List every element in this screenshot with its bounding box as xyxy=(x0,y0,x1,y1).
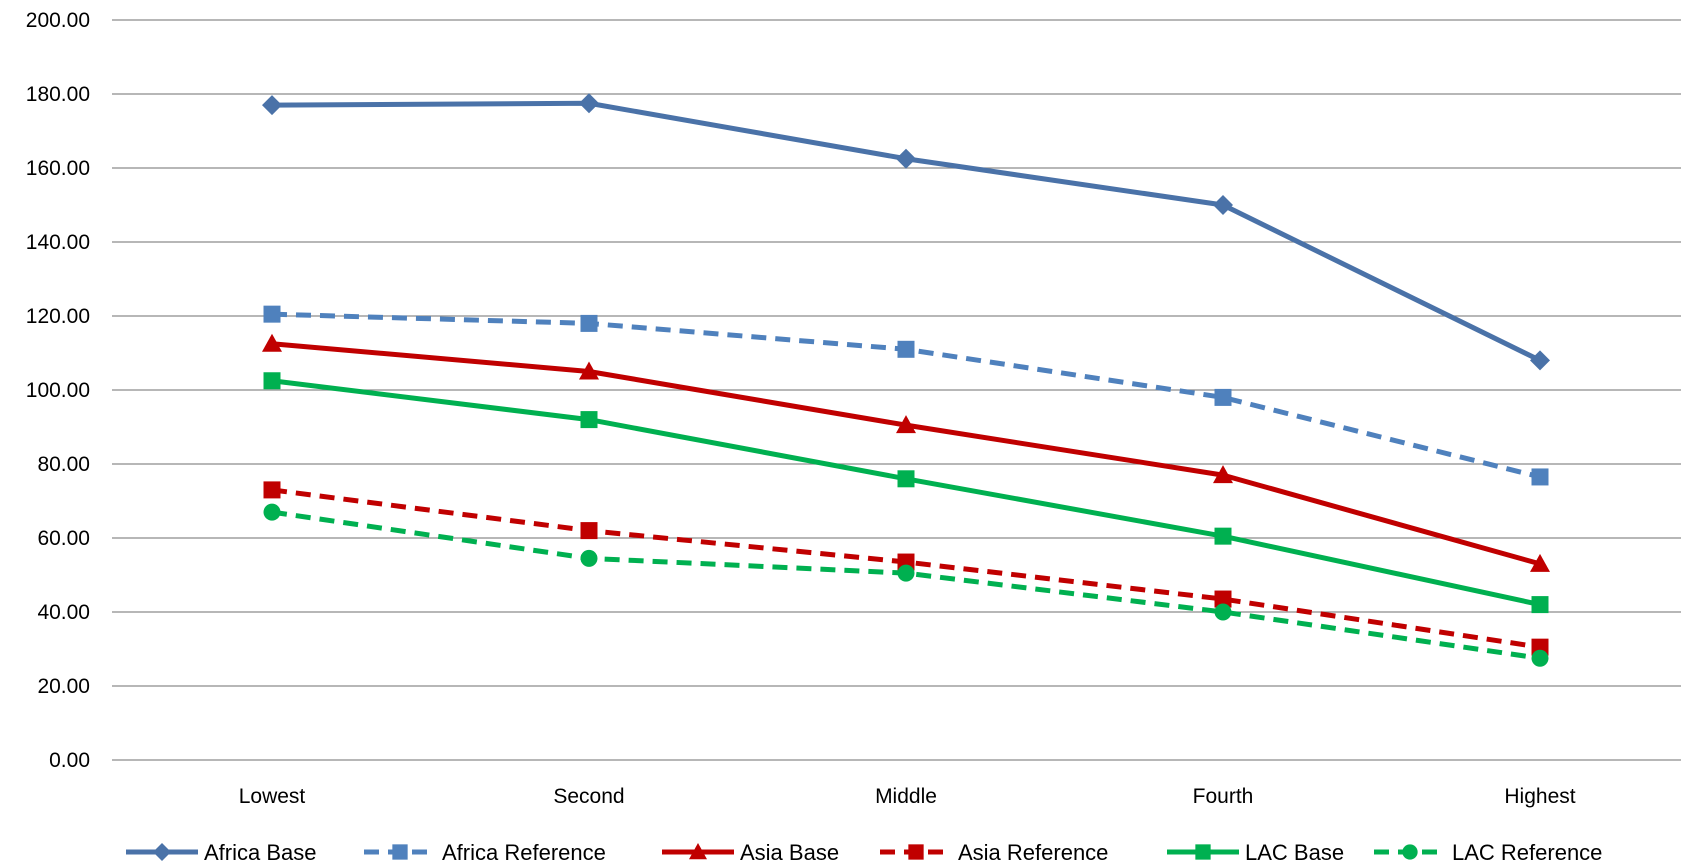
data-point xyxy=(1531,596,1549,614)
y-tick-label: 160.00 xyxy=(26,157,90,180)
x-tick-label: Highest xyxy=(1504,785,1575,808)
x-tick-label: Lowest xyxy=(239,785,306,808)
data-point xyxy=(263,305,281,323)
data-point xyxy=(896,148,916,169)
y-tick-label: 20.00 xyxy=(37,675,90,698)
data-point xyxy=(263,481,281,499)
x-tick-label: Second xyxy=(553,785,624,808)
legend-marker xyxy=(1195,844,1211,860)
legend-marker xyxy=(689,843,707,860)
legend-item: LAC Reference xyxy=(1374,840,1602,865)
data-point xyxy=(579,93,599,114)
data-point xyxy=(1214,388,1232,406)
series-0 xyxy=(262,93,1550,371)
legend-marker xyxy=(908,844,924,860)
legend-marker xyxy=(1402,844,1418,860)
data-point xyxy=(897,340,915,358)
legend-label: Africa Base xyxy=(204,840,317,865)
legend-marker xyxy=(153,843,171,861)
data-point xyxy=(1531,649,1549,667)
data-point xyxy=(579,361,599,380)
legend-label: LAC Reference xyxy=(1452,840,1602,865)
x-tick-label: Middle xyxy=(875,785,937,808)
data-point xyxy=(1214,590,1232,608)
data-point xyxy=(263,503,281,521)
y-tick-label: 80.00 xyxy=(37,453,90,476)
x-tick-label: Fourth xyxy=(1193,785,1254,808)
legend-item: Africa Base xyxy=(126,840,317,865)
legend-marker xyxy=(392,844,408,860)
data-point xyxy=(263,372,281,390)
data-point xyxy=(1530,350,1550,371)
series-lines xyxy=(262,93,1550,667)
legend-label: Africa Reference xyxy=(442,840,606,865)
y-tick-label: 200.00 xyxy=(26,9,90,32)
legend-item: Africa Reference xyxy=(364,840,606,865)
series-4 xyxy=(263,372,1549,614)
data-point xyxy=(580,411,598,429)
y-tick-label: 180.00 xyxy=(26,83,90,106)
data-point xyxy=(580,549,598,567)
y-tick-label: 60.00 xyxy=(37,527,90,550)
data-point xyxy=(897,470,915,488)
y-axis-tick-labels: 0.00 20.00 40.00 60.00 80.00 100.00 120.00 140.… xyxy=(26,9,90,772)
x-axis-tick-labels: Lowest Second Middle Fourth Highest xyxy=(239,785,1576,808)
series-1 xyxy=(263,305,1549,486)
y-tick-label: 0.00 xyxy=(49,749,90,772)
data-point xyxy=(580,522,598,540)
legend-label: Asia Base xyxy=(740,840,839,865)
data-point xyxy=(262,333,282,352)
legend-item: Asia Base xyxy=(662,840,839,865)
data-point xyxy=(1213,195,1233,215)
data-point xyxy=(262,95,282,116)
series-2 xyxy=(262,333,1550,572)
data-point xyxy=(1214,603,1232,621)
data-point xyxy=(896,415,916,434)
data-point xyxy=(1530,553,1550,572)
data-point xyxy=(897,564,915,582)
y-tick-label: 140.00 xyxy=(26,231,90,254)
legend-label: Asia Reference xyxy=(958,840,1108,865)
data-point xyxy=(1213,465,1233,484)
data-point xyxy=(1214,527,1232,545)
series-5 xyxy=(263,503,1549,667)
y-tick-label: 120.00 xyxy=(26,305,90,328)
data-point xyxy=(1531,468,1549,486)
series-line xyxy=(271,509,1541,661)
series-line xyxy=(271,100,1542,363)
legend-item: LAC Base xyxy=(1167,840,1344,865)
series-line xyxy=(271,311,1541,480)
series-line xyxy=(271,341,1541,567)
y-tick-label: 40.00 xyxy=(37,601,90,624)
legend-item: Asia Reference xyxy=(880,840,1108,865)
legend-label: LAC Base xyxy=(1245,840,1344,865)
legend: Africa Base Africa Reference Asia Base Asia… xyxy=(126,840,1602,865)
y-tick-label: 100.00 xyxy=(26,379,90,402)
data-point xyxy=(580,314,598,332)
